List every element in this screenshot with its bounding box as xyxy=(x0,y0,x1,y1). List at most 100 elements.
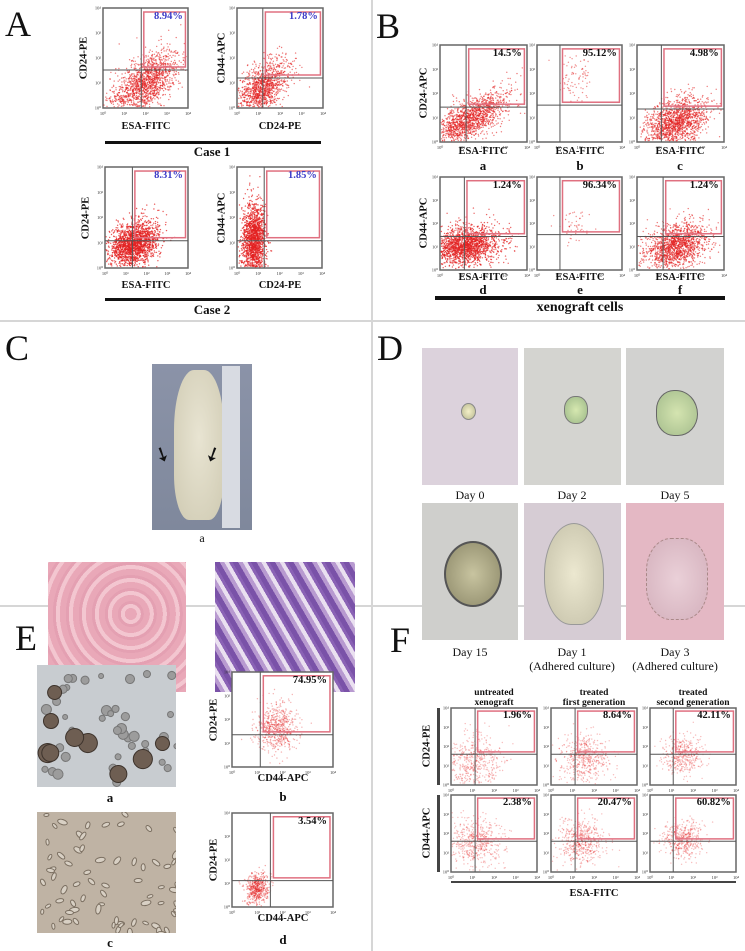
event-dot xyxy=(113,80,115,82)
event-dot xyxy=(145,228,147,231)
event-dot xyxy=(254,86,256,89)
event-dot xyxy=(157,260,159,262)
event-dot xyxy=(118,85,120,88)
event-dot xyxy=(246,76,248,78)
event-dot xyxy=(144,256,146,258)
event-dot xyxy=(136,242,139,244)
x-axis-label: ESA-FITC xyxy=(121,121,171,132)
event-dot xyxy=(154,71,156,73)
event-dot xyxy=(177,88,180,90)
event-dot xyxy=(121,102,123,105)
event-dot xyxy=(134,60,136,62)
event-dot xyxy=(149,76,152,78)
event-dot xyxy=(152,247,154,249)
event-dot xyxy=(141,208,144,210)
event-dot xyxy=(151,54,153,57)
event-dot xyxy=(133,67,135,69)
event-dot xyxy=(174,59,176,62)
event-dot xyxy=(109,258,111,260)
event-dot xyxy=(278,54,280,56)
x-tick-label: 10⁰ xyxy=(102,271,109,276)
event-dot xyxy=(278,88,280,90)
event-dot xyxy=(129,252,131,254)
event-dot xyxy=(171,56,173,58)
event-dot xyxy=(123,91,126,93)
event-dot xyxy=(117,98,119,101)
event-dot xyxy=(243,96,246,99)
event-dot xyxy=(130,256,132,258)
event-dot xyxy=(140,245,142,247)
event-dot xyxy=(125,234,127,236)
event-dot xyxy=(145,54,147,57)
event-dot xyxy=(141,235,143,237)
flow-plot: 10⁰ 10⁰ 10¹ 10¹ 10² 10² 10³ 10³ 10⁴ 10⁴ 8.94% xyxy=(95,6,192,117)
event-dot xyxy=(258,79,260,81)
x-tick-label: 10¹ xyxy=(121,111,128,116)
event-dot xyxy=(274,82,277,85)
event-dot xyxy=(269,64,271,66)
event-dot xyxy=(268,72,270,75)
event-dot xyxy=(111,260,114,262)
event-dot xyxy=(126,103,129,106)
event-dot xyxy=(250,68,253,71)
event-dot xyxy=(166,80,168,82)
event-dot xyxy=(146,88,148,90)
event-dot xyxy=(153,230,156,232)
event-dot xyxy=(272,79,274,82)
event-dot xyxy=(134,89,136,92)
event-dot xyxy=(263,80,265,82)
event-dot xyxy=(244,218,246,221)
event-dot xyxy=(156,89,158,91)
event-dot xyxy=(172,61,175,64)
event-dot xyxy=(262,254,264,256)
event-dot xyxy=(161,88,164,90)
event-dot xyxy=(169,85,171,87)
event-dot xyxy=(151,238,153,240)
event-dot xyxy=(147,261,149,263)
event-dot xyxy=(248,87,250,89)
event-dot xyxy=(112,84,115,87)
event-dot xyxy=(269,93,271,96)
event-dot xyxy=(275,104,277,106)
event-dot xyxy=(133,256,135,258)
event-dot xyxy=(243,94,246,96)
event-dot xyxy=(139,101,141,103)
event-dot xyxy=(121,225,123,228)
event-dot xyxy=(241,72,243,75)
event-dot xyxy=(161,80,163,82)
event-dot xyxy=(145,76,147,79)
event-dot xyxy=(283,63,285,65)
event-dot xyxy=(255,102,257,105)
event-dot xyxy=(263,90,266,92)
y-axis-label: CD24-PE xyxy=(78,36,90,80)
event-dot xyxy=(264,83,266,86)
event-dot xyxy=(120,246,122,248)
event-dot xyxy=(142,228,145,230)
event-dot xyxy=(270,250,273,252)
event-dot xyxy=(114,252,116,255)
event-dot xyxy=(241,81,244,84)
event-dot xyxy=(149,227,151,229)
x-tick-label: 10⁰ xyxy=(234,111,241,116)
event-dot xyxy=(246,104,249,107)
event-dot xyxy=(137,56,139,58)
event-dot xyxy=(260,248,262,251)
event-dot xyxy=(131,84,134,86)
event-dot xyxy=(147,71,149,74)
event-dot xyxy=(138,232,140,234)
event-dot xyxy=(173,75,175,77)
event-dot xyxy=(121,84,123,86)
event-dot xyxy=(289,66,291,69)
event-dot xyxy=(160,52,163,54)
event-dot xyxy=(145,221,148,224)
event-dot xyxy=(247,217,250,219)
event-dot xyxy=(274,76,276,78)
event-dot xyxy=(301,66,303,69)
event-dot xyxy=(111,265,113,267)
event-dot xyxy=(143,243,145,245)
event-dot xyxy=(154,74,156,76)
event-dot xyxy=(136,73,138,75)
event-dot xyxy=(149,63,151,65)
event-dot xyxy=(275,79,277,81)
event-dot xyxy=(258,84,261,86)
